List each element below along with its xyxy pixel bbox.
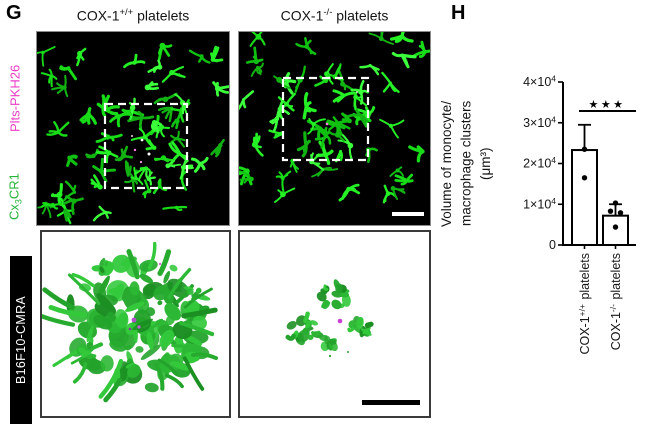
y-tick-label: 1×104 [523,196,556,212]
platelet-speck [139,160,143,164]
data-point [581,175,588,181]
platelet-speck [328,354,332,358]
roi-dashed-box [281,76,370,162]
panel-g-label: G [6,2,22,24]
scale-bar [392,212,424,216]
data-point [612,224,619,230]
y-tick-label: 3×104 [523,114,556,130]
platelet-speck [356,91,358,93]
platelet-speck [140,138,144,142]
x-category-label: COX-1-/- platelets [608,253,623,350]
micrograph-cox1-ko-svg [239,32,430,225]
render3d-cox1-ko-svg [285,279,420,405]
y-axis-label-line2: macrophage clusters [458,100,474,227]
platelet-speck [131,135,133,137]
data-point [581,146,588,152]
platelet-speck [158,262,162,266]
header-suffix: platelets [332,7,389,24]
platelet-speck [325,122,329,126]
cx3cr1-suffix: CR1 [6,173,22,200]
y-axis-label-line1: Volume of monocyte/ [439,100,454,227]
header-prefix: COX-1 [280,7,324,24]
data-point [617,210,624,216]
platelet-speck [131,317,137,323]
bar-chart: 0 1×104 2×104 3×104 4×104 COX-1+/+ platelets C… [523,74,636,355]
x-category-label: COX-1+/+ platelets [577,253,592,355]
render3d-cox1-wt-cluster [40,230,231,418]
bar [602,214,629,247]
cluster-3d-layer [285,279,374,352]
bar [571,149,598,246]
header-superscript: +/+ [119,7,134,18]
micrograph-cox1-ko [238,31,431,226]
roi-dashed-box [103,102,189,190]
platelet-speck [128,327,132,331]
cx3cr1-subscript: 3 [13,199,24,205]
platelet-speck [147,152,151,156]
plts-pkh26-label: Plts-PKH26 [7,64,23,132]
render3d-cox1-wt-svg [42,241,218,403]
platelet-speck [133,148,137,152]
column-header-cox1-ko: COX-1-/- platelets [238,7,431,24]
render3d-cox1-ko-cluster [238,230,431,418]
b16f10-cmra-label: B16F10-CMRA [10,256,32,424]
cx3cr1-label: Cx3CR1 [5,164,25,230]
platelet-speck [137,325,141,329]
cx3cr1-prefix: Cx [6,204,22,221]
significance-stars: ★★★ [588,99,625,111]
panel-h-label: H [451,2,466,24]
y-tick-label: 4×104 [523,74,556,90]
data-point [612,200,619,206]
y-tick-label: 2×104 [523,155,556,171]
cluster-3d-layer [42,241,218,403]
cells-layer [37,42,229,225]
header-superscript: -/- [323,7,333,18]
y-axis-label: Volume of monocyte/ macrophage clusters … [437,60,496,267]
header-prefix: COX-1 [76,7,120,24]
y-tick-label: 0 [549,238,556,252]
column-header-cox1-wt: COX-1+/+ platelets [36,7,230,24]
micrograph-cox1-wt-svg [37,32,229,225]
y-axis-label-line3: (μm³) [478,147,494,180]
platelet-speck [347,351,349,353]
platelet-speck [337,318,343,324]
scale-bar [362,400,420,405]
data-point [607,208,614,214]
header-suffix: platelets [133,7,190,24]
micrograph-cox1-wt [36,31,230,226]
